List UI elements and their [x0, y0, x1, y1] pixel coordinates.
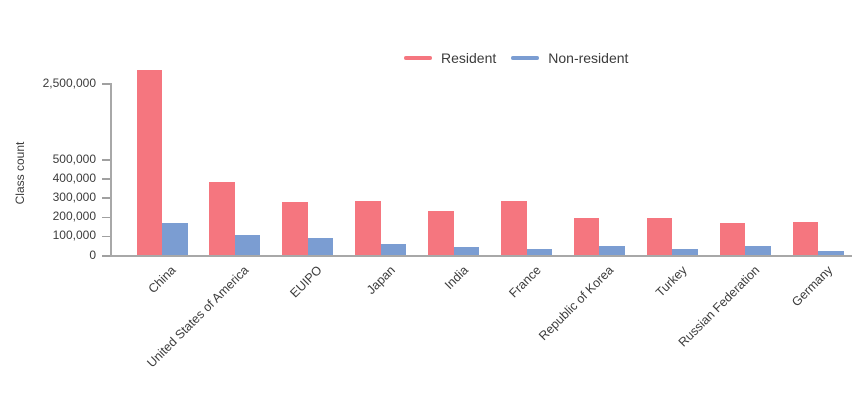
y-tick-mark	[102, 235, 110, 238]
x-label-india: India	[441, 263, 471, 293]
non-resident-line-swatch-icon	[511, 56, 540, 60]
resident-line-swatch-icon	[404, 56, 432, 60]
bar-non-resident-france	[526, 249, 552, 255]
y-tick-label: 200,000	[52, 209, 96, 224]
bar-non-resident-india	[453, 247, 480, 255]
y-tick-label: 0	[89, 247, 96, 262]
bar-resident-turkey	[646, 217, 673, 255]
y-tick-label: 500,000	[52, 151, 96, 166]
legend-item-resident[interactable]: Resident	[404, 50, 496, 66]
bar-resident-japan	[355, 201, 381, 255]
y-tick-mark	[102, 216, 110, 219]
y-tick-mark	[102, 178, 110, 180]
legend-label-resident: Resident	[441, 50, 497, 66]
bar-resident-united-states-of-america	[209, 182, 235, 255]
y-tick-mark	[102, 159, 110, 161]
bar-non-resident-euipo	[307, 237, 334, 255]
bar-resident-india	[428, 210, 454, 255]
bar-non-resident-russian-federation	[745, 246, 771, 255]
bar-resident-china	[136, 69, 162, 255]
bar-non-resident-germany	[818, 251, 844, 255]
y-axis-line	[110, 83, 112, 257]
chart-legend: Resident Non-resident	[404, 50, 628, 66]
x-label-euipo: EUIPO	[287, 263, 325, 301]
bar-resident-russian-federation	[719, 223, 746, 255]
bar-resident-republic-of-korea	[573, 217, 600, 255]
bar-non-resident-republic-of-korea	[599, 246, 625, 255]
bar-non-resident-turkey	[672, 249, 698, 255]
y-tick-mark	[102, 197, 110, 199]
x-label-russian-federation: Russian Federation	[675, 263, 763, 350]
x-label-france: France	[505, 263, 544, 301]
x-label-turkey: Turkey	[652, 263, 690, 300]
bar-resident-france	[501, 201, 527, 255]
bar-resident-euipo	[282, 202, 308, 255]
y-tick-label: 100,000	[52, 228, 96, 243]
x-label-germany: Germany	[788, 263, 836, 310]
y-tick-label: 300,000	[52, 189, 96, 204]
legend-item-non-resident[interactable]: Non-resident	[511, 50, 628, 66]
y-tick-label: 400,000	[52, 170, 96, 185]
bar-resident-germany	[792, 222, 819, 255]
y-tick-label: 2,500,000	[42, 75, 96, 90]
y-tick-mark	[102, 83, 110, 85]
legend-label-non-resident: Non-resident	[548, 50, 629, 66]
x-label-republic-of-korea: Republic of Korea	[536, 263, 617, 344]
x-label-japan: Japan	[363, 263, 398, 297]
bar-non-resident-united-states-of-america	[234, 234, 261, 255]
x-label-china: China	[145, 263, 179, 297]
x-axis-line	[110, 255, 852, 257]
bar-non-resident-japan	[380, 244, 407, 255]
bar-non-resident-china	[162, 223, 188, 255]
y-tick-mark	[102, 255, 110, 257]
